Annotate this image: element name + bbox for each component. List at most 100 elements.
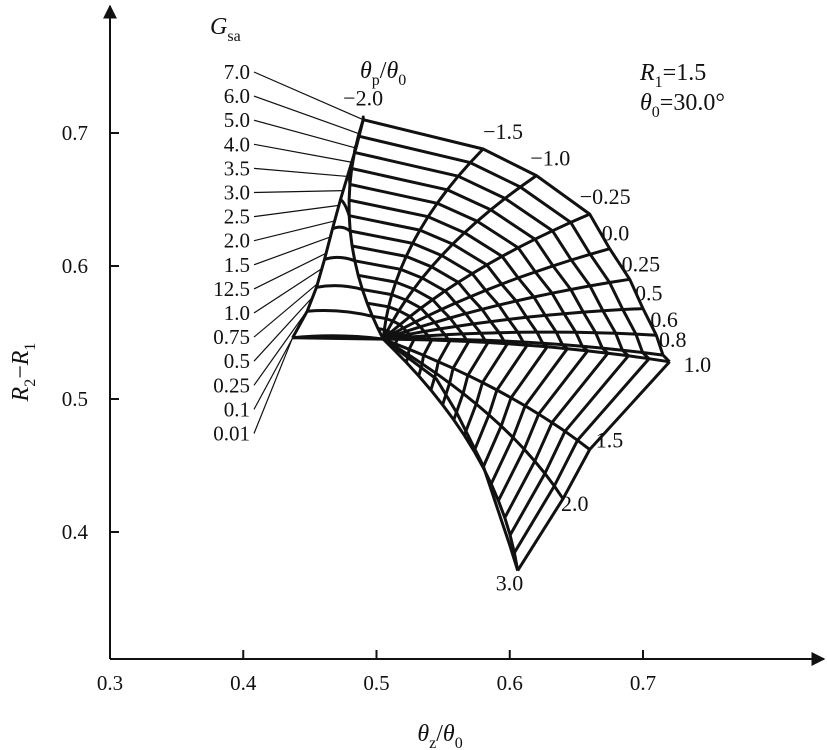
gsa-leader-line [253,167,348,178]
gsa-curve [372,314,415,341]
annotation-r1: R1=1.5 [639,60,706,91]
gsa-curve [354,150,630,357]
gsa-label: 3.0 [224,181,250,205]
gsa-label: 3.5 [224,156,250,180]
theta-p-header-sub2: 0 [398,72,406,89]
annotation-theta0-rest: =30.0° [660,90,725,116]
theta-p-label: 0.8 [659,327,687,352]
annotation-theta0-sub: 0 [652,104,660,121]
gsa-curve [348,198,569,350]
gsa-curve-lower [489,347,569,485]
gsa-label: 12.5 [213,277,250,301]
gsa-label: 2.0 [224,229,250,253]
theta-p-curve [383,330,657,341]
theta-p-label: −1.0 [530,146,570,171]
theta-p-curve [382,212,591,341]
gsa-curve-lower [481,345,549,469]
theta-p-curve [382,247,611,341]
theta-p-label: 1.0 [684,352,712,377]
gsa-leader-line [253,283,318,338]
theta-p-label: 0.5 [635,281,663,306]
annotation-theta0-main: θ [640,90,652,116]
x-axis-label-sep: / [436,721,443,747]
design-grid [291,115,671,572]
lower-boundary [382,337,520,572]
gsa-leader-line [253,252,327,290]
gsa-curve [351,244,509,345]
gsa-leader-line [253,190,344,194]
annotation-r1-rest: =1.5 [663,60,707,86]
gsa-curve-lower [392,338,399,351]
theta-p-curve [382,277,630,341]
x-axis-label-main2: θ [443,721,455,747]
y-axis-label-sub2: 1 [22,343,39,351]
gsa-left-arc [347,171,352,185]
y-axis-label-sep: − [8,365,34,379]
gsa-leader-line [253,268,323,314]
x-tick-label: 0.7 [630,671,656,695]
gsa-leader-line [253,143,352,163]
y-tick-label: 0.5 [62,387,88,411]
gsa-leader-line [253,337,294,434]
gsa-curve-lower [513,357,651,554]
gsa-label: 2.5 [224,205,250,229]
gsa-header-sub: sa [227,28,240,45]
gsa-curve [354,259,489,344]
theta-p-label: 0.0 [602,221,630,246]
theta-p-labels: −2.0 −1.5 −1.0 −0.25 0.0 0.25 0.50.60.81.0 1.5 2… [343,86,711,596]
gsa-leader-line [253,236,331,266]
y-ticks: 0.4 0.5 0.6 0.7 [62,121,119,544]
theta-p-label: 2.0 [561,491,589,516]
theta-p-label: −2.0 [343,86,383,111]
gsa-leader-line [253,296,314,362]
gsa-left-arc [307,308,373,318]
theta-p-curve [381,174,538,340]
theta-p-label: 3.0 [496,571,524,596]
theta-p-header-sep: / [380,58,387,84]
gsa-curve [357,273,470,343]
theta-p-curve [381,147,485,340]
gsa-left-arc [339,198,351,217]
gsa-curve [349,182,589,353]
x-ticks: 0.3 0.4 0.5 0.6 0.7 [97,650,656,695]
gsa-label: 0.5 [224,349,250,373]
gsa-label: 0.75 [213,325,250,349]
gsa-label: 6.0 [224,84,250,108]
x-tick-label: 0.5 [363,671,389,695]
theta-p-label: 0.25 [622,251,661,276]
y-axis-label: R2−R1 [8,343,39,403]
gsa-left-arc [316,284,363,291]
theta-p-header-main2: θ [386,58,398,84]
gsa-leader-line [253,119,357,149]
theta-p-curve [382,338,520,571]
gsa-header: Gsa [210,14,241,45]
gsa-curve-lower [429,339,452,391]
theta-p-curve [382,337,591,451]
theta-p-header: θp/θ0 [360,58,406,89]
theta-p-label: −1.5 [483,119,523,144]
theta-p-header-sub: p [372,72,380,89]
gsa-label: 1.5 [224,253,250,277]
gsa-curve-lower [497,349,589,502]
gsa-curve-lower [503,352,610,519]
gsa-label: 1.0 [224,301,250,325]
gsa-label: 7.0 [224,60,250,84]
y-tick-label: 0.7 [62,121,88,145]
gsa-leader-line [253,220,335,242]
gsa-leader-line [253,95,360,135]
x-axis-label-sub2: 0 [455,735,463,750]
annotation-r1-main: R [639,60,655,86]
x-tick-label: 0.3 [97,671,123,695]
gsa-header-main: G [210,14,227,40]
theta-p-header-main: θ [360,58,372,84]
gsa-label: 5.0 [224,108,250,132]
theta-p-label: 1.5 [596,428,624,453]
gsa-left-arc [324,255,356,263]
theta-p-curve [382,337,565,500]
y-tick-label: 0.6 [62,254,88,278]
x-axis-label-sub: z [429,735,436,750]
gsa-label: 0.25 [213,373,250,397]
theta-p-label: −0.25 [580,184,631,209]
gsa-leader-line [253,71,364,121]
